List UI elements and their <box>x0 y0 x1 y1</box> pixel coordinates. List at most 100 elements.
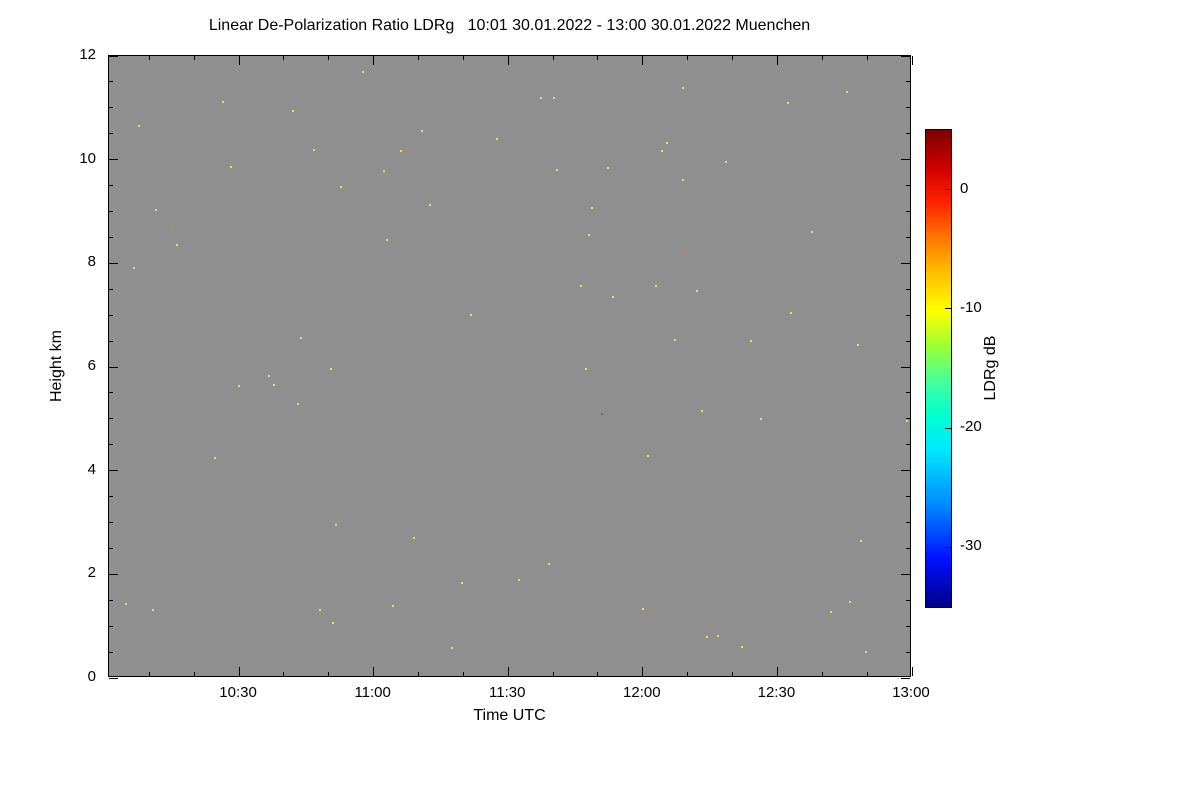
x-tick-minor <box>687 672 689 676</box>
x-tick-minor <box>732 672 734 676</box>
speckle-point <box>547 563 550 566</box>
x-tick-minor <box>462 672 464 676</box>
colorbar-tick <box>945 427 951 429</box>
speckle-point <box>329 367 332 370</box>
speckle-point <box>585 367 588 370</box>
x-tick-minor <box>283 672 285 676</box>
speckle-point <box>334 524 337 527</box>
y-tick-minor <box>109 418 113 420</box>
speckle-point <box>539 96 542 99</box>
speckle-point <box>660 150 663 153</box>
x-tick-minor <box>328 56 330 60</box>
y-tick-minor <box>109 288 113 290</box>
y-tick-label: 10 <box>79 149 96 167</box>
speckle-point <box>518 578 521 581</box>
speckle-point <box>421 130 424 133</box>
y-tick-major <box>901 159 910 161</box>
x-tick-minor <box>418 672 420 676</box>
y-tick-minor <box>906 625 910 627</box>
x-tick-minor <box>821 56 823 60</box>
y-tick-minor <box>906 288 910 290</box>
speckle-point <box>590 206 593 209</box>
y-tick-major <box>901 366 910 368</box>
y-tick-minor <box>109 340 113 342</box>
y-tick-minor <box>906 496 910 498</box>
x-tick-major <box>373 56 375 65</box>
speckle-point <box>404 149 407 152</box>
speckle-point <box>399 150 402 153</box>
y-tick-major <box>109 55 118 57</box>
speckle-point <box>682 179 685 182</box>
y-tick-minor <box>109 547 113 549</box>
speckle-point <box>267 374 270 377</box>
x-tick-major <box>776 667 778 676</box>
x-tick-major <box>642 667 644 676</box>
y-tick-minor <box>109 185 113 187</box>
x-tick-minor <box>462 56 464 60</box>
speckle-point <box>579 285 582 288</box>
speckle-point <box>859 540 862 543</box>
speckle-point <box>469 314 472 317</box>
speckle-point <box>674 338 677 341</box>
speckle-point <box>297 402 300 405</box>
colorbar-tick <box>945 189 951 191</box>
speckle-point <box>641 607 644 610</box>
speckle-point <box>706 636 709 639</box>
x-tick-major <box>911 56 913 65</box>
speckle-point <box>873 153 876 156</box>
speckle-point <box>213 456 216 459</box>
x-tick-label: 11:00 <box>354 684 391 701</box>
x-tick-minor <box>732 56 734 60</box>
y-tick-major <box>109 573 118 575</box>
speckle-point <box>299 337 302 340</box>
colorbar-tick-label: 0 <box>960 179 969 197</box>
x-tick-label: 13:00 <box>892 684 930 701</box>
speckle-point <box>601 412 604 415</box>
speckle-point <box>682 87 685 90</box>
speckle-point <box>313 148 316 151</box>
y-tick-minor <box>906 314 910 316</box>
speckle-point <box>151 608 154 611</box>
speckle-point <box>849 600 852 603</box>
speckle-point <box>273 383 276 386</box>
y-tick-label: 12 <box>79 46 96 63</box>
speckle-point <box>413 536 416 539</box>
speckle-point <box>125 602 128 605</box>
x-tick-minor <box>866 672 868 676</box>
y-tick-minor <box>906 599 910 601</box>
speckle-point <box>238 384 241 387</box>
y-tick-minor <box>109 599 113 601</box>
speckle-point <box>682 251 685 254</box>
y-tick-major <box>109 262 118 264</box>
speckle-point <box>383 169 386 172</box>
x-axis-label: Time UTC <box>473 707 546 724</box>
y-tick-minor <box>906 211 910 212</box>
speckle-point <box>760 417 763 420</box>
x-tick-major <box>642 56 644 65</box>
y-tick-major <box>901 55 910 57</box>
y-tick-minor <box>109 211 113 212</box>
x-tick-major <box>507 667 509 676</box>
y-tick-label: 4 <box>87 460 96 478</box>
x-tick-label: 12:30 <box>757 684 796 701</box>
speckle-point <box>830 610 833 613</box>
y-tick-minor <box>906 185 910 187</box>
y-tick-label: 6 <box>87 357 96 374</box>
y-tick-minor <box>906 444 910 446</box>
y-tick-minor <box>109 107 113 109</box>
x-tick-label: 12:00 <box>623 684 661 701</box>
x-tick-minor <box>148 672 150 676</box>
speckle-point <box>553 96 555 99</box>
x-tick-minor <box>418 56 420 60</box>
y-tick-minor <box>109 651 113 653</box>
colorbar-tick-label: -10 <box>960 298 982 316</box>
plot-area <box>108 55 913 679</box>
x-tick-major <box>776 56 778 65</box>
y-tick-minor <box>109 81 113 83</box>
x-tick-minor <box>552 56 554 60</box>
x-tick-minor <box>687 56 689 60</box>
speckle-point <box>725 160 728 163</box>
speckle-point <box>655 285 658 288</box>
speckle-point <box>176 244 179 247</box>
y-tick-minor <box>109 522 113 523</box>
